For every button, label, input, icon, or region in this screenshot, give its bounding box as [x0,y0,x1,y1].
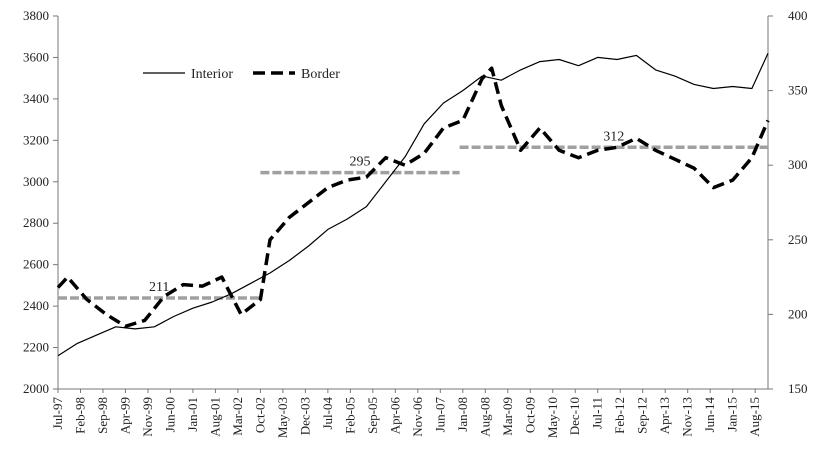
average-lines: 211 295 312 [58,129,768,300]
x-tick-label: Aug-01 [207,397,222,437]
x-tick-label: Jun-07 [432,397,447,433]
x-tick-label: Jan-15 [725,397,740,432]
y-left-tick-label: 2200 [23,340,49,355]
y-right-tick-label: 150 [788,381,808,396]
x-tick-label: Sep-12 [635,397,650,434]
y-right-tick-label: 350 [788,83,808,98]
y-left-tick-label: 2600 [23,257,49,272]
series-layer [56,53,770,357]
x-tick-label: Feb-05 [342,397,357,434]
average-line-label: 211 [149,280,169,295]
axes: 2000 2200 2400 2600 2800 3000 3200 3400 3600 3800… [23,8,808,438]
x-tick-label: Jun-14 [702,397,717,433]
x-tick-label: Aug-08 [477,397,492,437]
y-right-tick-label: 300 [788,157,808,172]
x-tick-label: Mar-09 [500,397,515,436]
x-tick-label: Mar-02 [230,397,245,436]
legend-label: Border [301,67,340,82]
x-tick-label: Apr-06 [387,397,402,435]
x-tick-label: Jul-11 [590,397,605,429]
x-tick-label: Dec-03 [297,397,312,435]
x-tick-label: Oct-09 [522,397,537,433]
average-line-label: 312 [603,129,624,144]
x-tick-label: Feb-12 [612,397,627,434]
y-left-tick-label: 3400 [23,91,49,106]
y-left-tick-label: 3600 [23,49,49,64]
average-line-label: 295 [349,155,370,170]
x-tick-label: May-10 [545,397,560,438]
legend-label: Interior [191,67,233,82]
y-left-tick-label: 3000 [23,174,49,189]
x-tick-label: Jan-08 [455,397,470,432]
x-tick-label: Aug-15 [747,397,762,437]
x-tick-label: Apr-13 [657,397,672,434]
x-tick-label: Jul-97 [50,397,65,430]
x-tick-label: Jun-00 [162,397,177,432]
y-left-tick-label: 2000 [23,381,49,396]
x-tick-label: Apr-99 [117,397,132,434]
y-left-tick-label: 3200 [23,132,49,147]
x-tick-label: Nov-06 [410,397,425,437]
y-right-tick-label: 400 [788,8,808,23]
x-tick-label: Oct-02 [252,397,267,433]
x-tick-label: May-03 [275,397,290,438]
x-tick-label: Feb-98 [72,397,87,434]
series-line-border [56,66,770,329]
y-left-tick-label: 2800 [23,215,49,230]
x-tick-label: Nov-13 [680,397,695,437]
x-tick-label: Sep-05 [365,397,380,434]
x-tick-label: Jan-01 [185,397,200,432]
x-tick-label: Sep-98 [95,397,110,434]
x-tick-label: Jul-04 [320,397,335,430]
x-tick-label: Dec-10 [567,397,582,435]
y-left-tick-label: 2400 [23,298,49,313]
legend: Interior Border [143,67,340,82]
y-left-tick-label: 3800 [23,8,49,23]
y-right-tick-label: 200 [788,306,808,321]
series-line-interior [57,53,769,357]
x-tick-label: Nov-99 [140,397,155,437]
y-right-tick-label: 250 [788,232,808,247]
